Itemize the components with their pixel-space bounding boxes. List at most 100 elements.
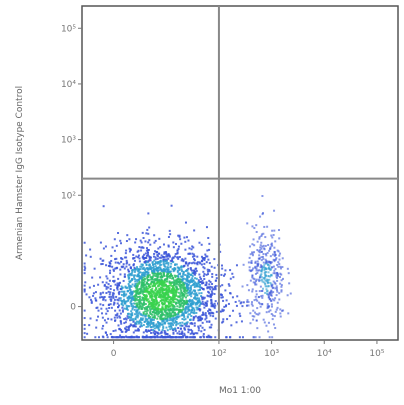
event-point [148,259,151,262]
event-point [188,336,191,339]
event-point [128,287,131,290]
event-point [250,269,253,272]
event-point [151,300,154,303]
event-point [83,290,86,293]
event-point [83,272,86,275]
event-point [276,306,279,309]
event-point [280,289,283,292]
event-point [279,282,282,285]
event-point [112,268,115,271]
event-point [169,317,172,320]
event-point [83,284,86,287]
event-point [181,293,184,296]
event-point [259,246,262,249]
event-point [280,284,283,287]
event-point [262,287,265,290]
event-point [167,235,170,238]
event-point [139,299,142,302]
event-point [128,273,131,276]
event-point [256,327,259,330]
event-point [109,269,112,272]
event-point [146,251,149,254]
event-point [173,279,176,282]
event-point [125,293,128,296]
event-point [251,288,254,291]
event-point [133,268,136,271]
event-point [259,244,262,247]
event-point [205,226,208,229]
event-point [116,284,119,287]
event-point [277,261,280,264]
event-point [209,285,212,288]
event-point [201,326,204,329]
event-point [154,250,157,253]
event-point [184,311,187,314]
event-point [180,278,183,281]
event-point [128,276,131,279]
event-point [169,282,172,285]
event-point [269,309,272,312]
event-point [258,236,261,239]
event-point [136,296,139,299]
event-point [205,273,208,276]
event-point [163,331,166,334]
event-point [128,288,131,291]
event-point [154,265,157,268]
event-point [112,269,115,272]
event-point [110,306,113,309]
event-point [192,317,195,320]
event-point [184,328,187,331]
event-point [184,248,187,251]
event-point [116,314,119,317]
event-point [192,279,195,282]
event-point [99,257,102,260]
event-point [118,309,121,312]
event-point [149,267,152,270]
event-point [278,237,281,240]
event-point [159,332,162,335]
event-point [213,258,216,261]
event-point [120,322,123,325]
event-point [141,283,144,286]
event-point [185,286,188,289]
event-point [155,269,158,272]
event-point [176,271,179,274]
event-point [141,271,144,274]
event-point [152,274,155,277]
event-point [173,274,176,277]
event-point [264,258,267,261]
event-point [215,310,218,313]
event-point [177,326,180,329]
event-point [187,286,190,289]
event-point [181,318,184,321]
event-point [274,287,277,290]
event-point [86,332,89,335]
event-point [201,298,204,301]
event-point [259,274,262,277]
event-point [162,269,165,272]
event-point [137,274,140,277]
event-point [148,267,151,270]
event-point [162,326,165,329]
event-point [192,301,195,304]
event-point [194,297,197,300]
event-point [133,336,136,339]
event-point [118,315,121,318]
event-point [109,291,112,294]
event-point [135,310,138,313]
event-point [186,275,189,278]
event-point [83,265,86,268]
event-point [269,297,272,300]
event-point [259,279,262,282]
event-point [164,309,167,312]
event-point [168,314,171,317]
event-point [265,311,268,314]
event-point [159,313,162,316]
event-point [123,298,126,301]
event-point [101,281,104,284]
event-point [193,289,196,292]
event-point [183,283,186,286]
event-point [134,241,137,244]
event-point [104,331,107,334]
event-point [167,294,170,297]
